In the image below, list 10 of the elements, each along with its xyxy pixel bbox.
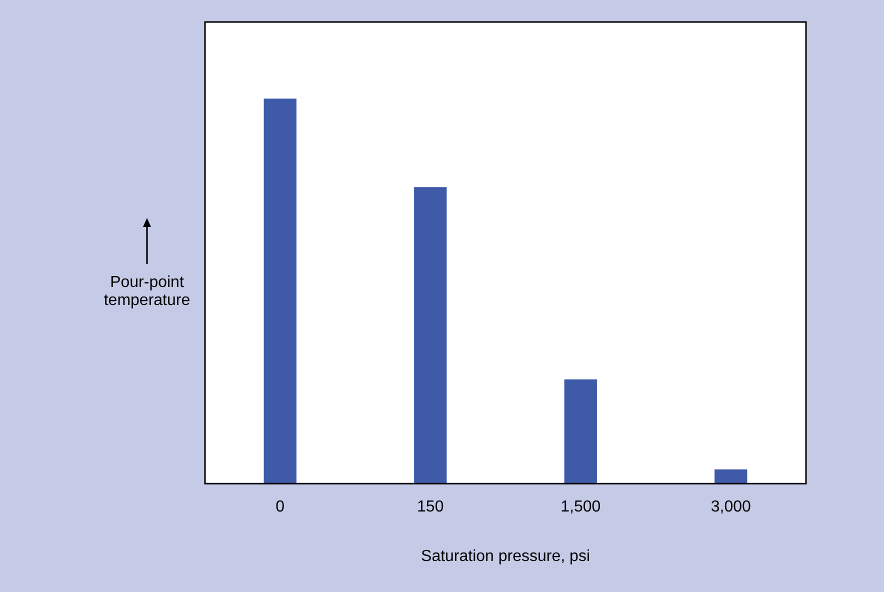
x-axis-title: Saturation pressure, psi: [421, 548, 590, 565]
bar: [564, 379, 597, 484]
x-tick-label: 1,500: [560, 498, 601, 516]
bar: [714, 469, 748, 484]
x-tick-label: 0: [276, 498, 285, 516]
y-axis-title: Pour-point temperature: [102, 274, 192, 310]
bar: [264, 98, 296, 484]
bar: [414, 187, 447, 484]
x-tick-label: 3,000: [710, 498, 751, 516]
x-tick-label: 150: [417, 498, 444, 516]
